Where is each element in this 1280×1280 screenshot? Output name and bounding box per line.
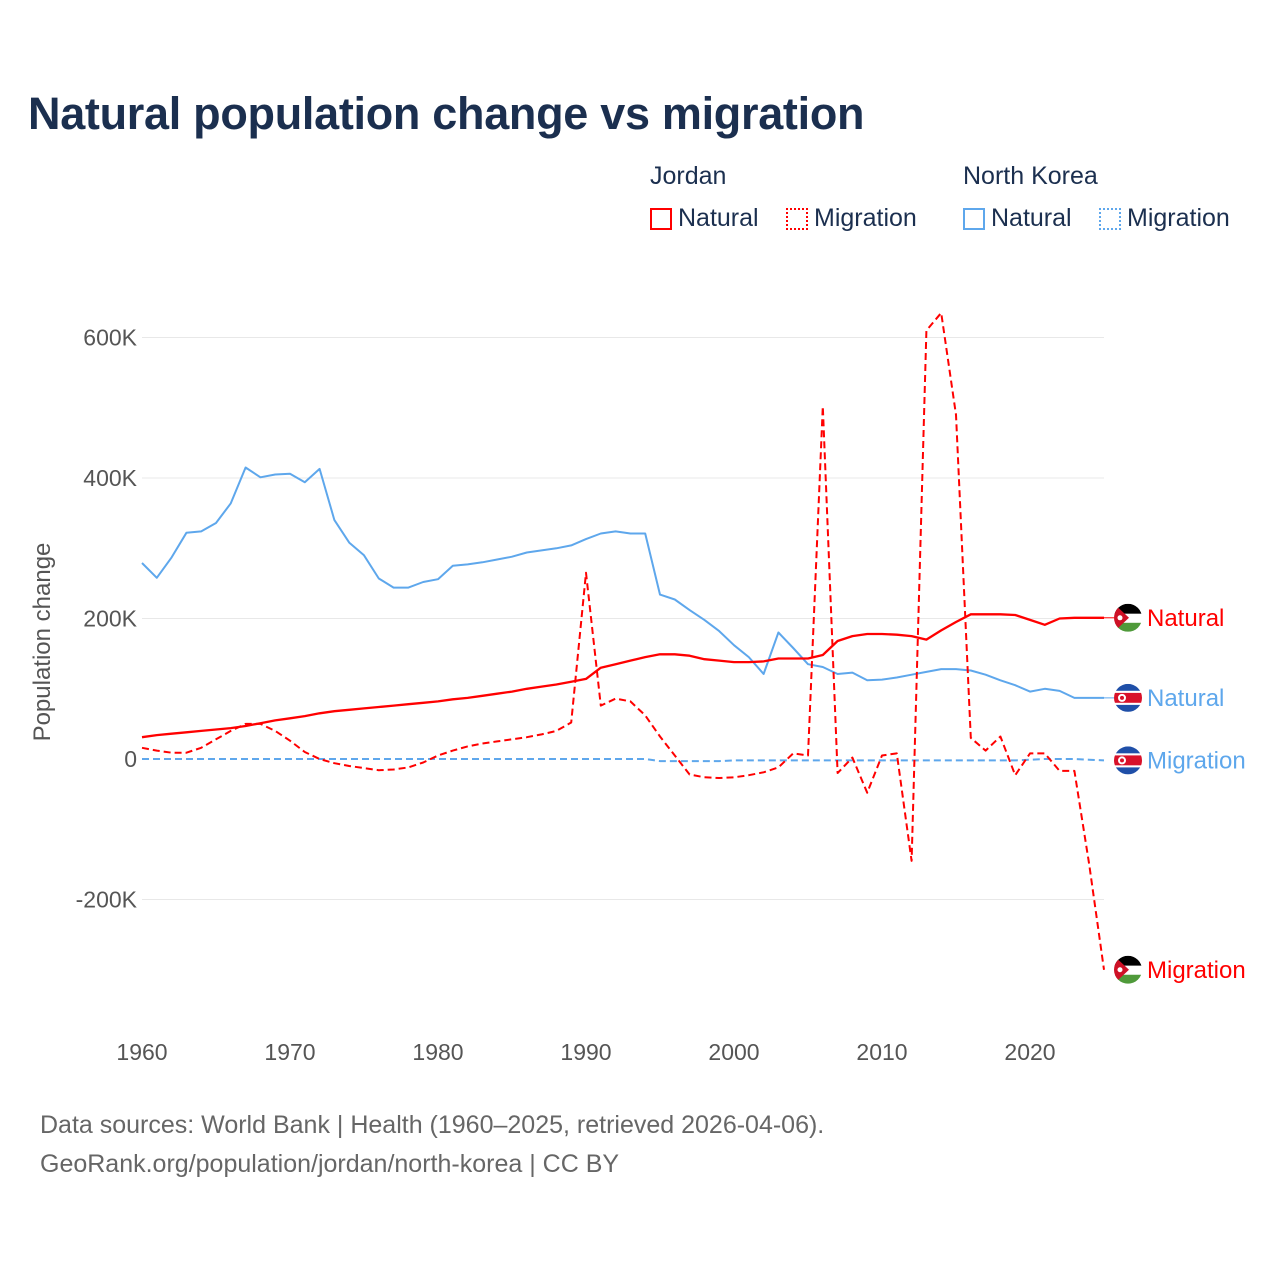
x-tick-label: 1980 <box>412 1039 463 1065</box>
x-tick-label: 1990 <box>560 1039 611 1065</box>
north-korea-flag-icon <box>1114 683 1142 712</box>
attribution-text: GeoRank.org/population/jordan/north-kore… <box>40 1150 620 1178</box>
legend-label: Migration <box>1127 204 1230 232</box>
x-tick-label: 2000 <box>708 1039 759 1065</box>
dotted-swatch-icon <box>786 207 808 230</box>
series-line-north-korea-migration <box>142 758 1105 763</box>
y-tick-label: 400K <box>83 465 137 491</box>
end-label: Migration <box>1147 957 1246 984</box>
y-tick-label: 200K <box>83 606 137 632</box>
north-korea-flag-icon <box>1114 746 1142 775</box>
y-axis-title: Population change <box>29 543 56 742</box>
solid-swatch-icon <box>963 207 985 230</box>
series-line-jordan-natural <box>141 613 1104 739</box>
legend-item-nk-migration[interactable]: Migration <box>1099 204 1230 233</box>
footer: Data sources: World Bank | Health (1960–… <box>40 1106 824 1184</box>
legend-label: Natural <box>678 204 759 232</box>
series-line-jordan-migration <box>141 311 1105 970</box>
legend-group-title: Jordan <box>650 162 727 190</box>
y-tick-label: 600K <box>83 325 137 351</box>
series-line-north-korea-natural <box>141 466 1104 699</box>
jordan-flag-icon <box>1114 955 1142 984</box>
legend-item-nk-natural[interactable]: Natural <box>963 204 1072 233</box>
solid-swatch-icon <box>650 207 672 230</box>
dotted-swatch-icon <box>1099 207 1121 230</box>
x-tick-label: 2010 <box>856 1039 907 1065</box>
end-label: Migration <box>1147 747 1246 774</box>
y-tick-label: 0 <box>124 746 137 772</box>
legend-item-jordan-migration[interactable]: Migration <box>786 204 917 233</box>
x-tick-label: 1970 <box>264 1039 315 1065</box>
legend-label: Migration <box>814 204 917 232</box>
chart-title: Natural population change vs migration <box>28 88 865 139</box>
legend-item-jordan-natural[interactable]: Natural <box>650 204 759 233</box>
data-source-text: Data sources: World Bank | Health (1960–… <box>40 1111 825 1139</box>
legend-jordan: Jordan Natural Migration <box>650 162 950 242</box>
end-label: Natural <box>1147 685 1224 712</box>
legend-label: Natural <box>991 204 1072 232</box>
y-tick-label: -200K <box>76 887 138 913</box>
x-tick-label: 2020 <box>1004 1039 1055 1065</box>
x-tick-label: 1960 <box>116 1039 167 1065</box>
end-label: Natural <box>1147 605 1224 632</box>
legend-north-korea: North Korea Natural Migration <box>963 162 1263 242</box>
jordan-flag-icon <box>1114 603 1142 632</box>
legend-group-title: North Korea <box>963 162 1098 190</box>
